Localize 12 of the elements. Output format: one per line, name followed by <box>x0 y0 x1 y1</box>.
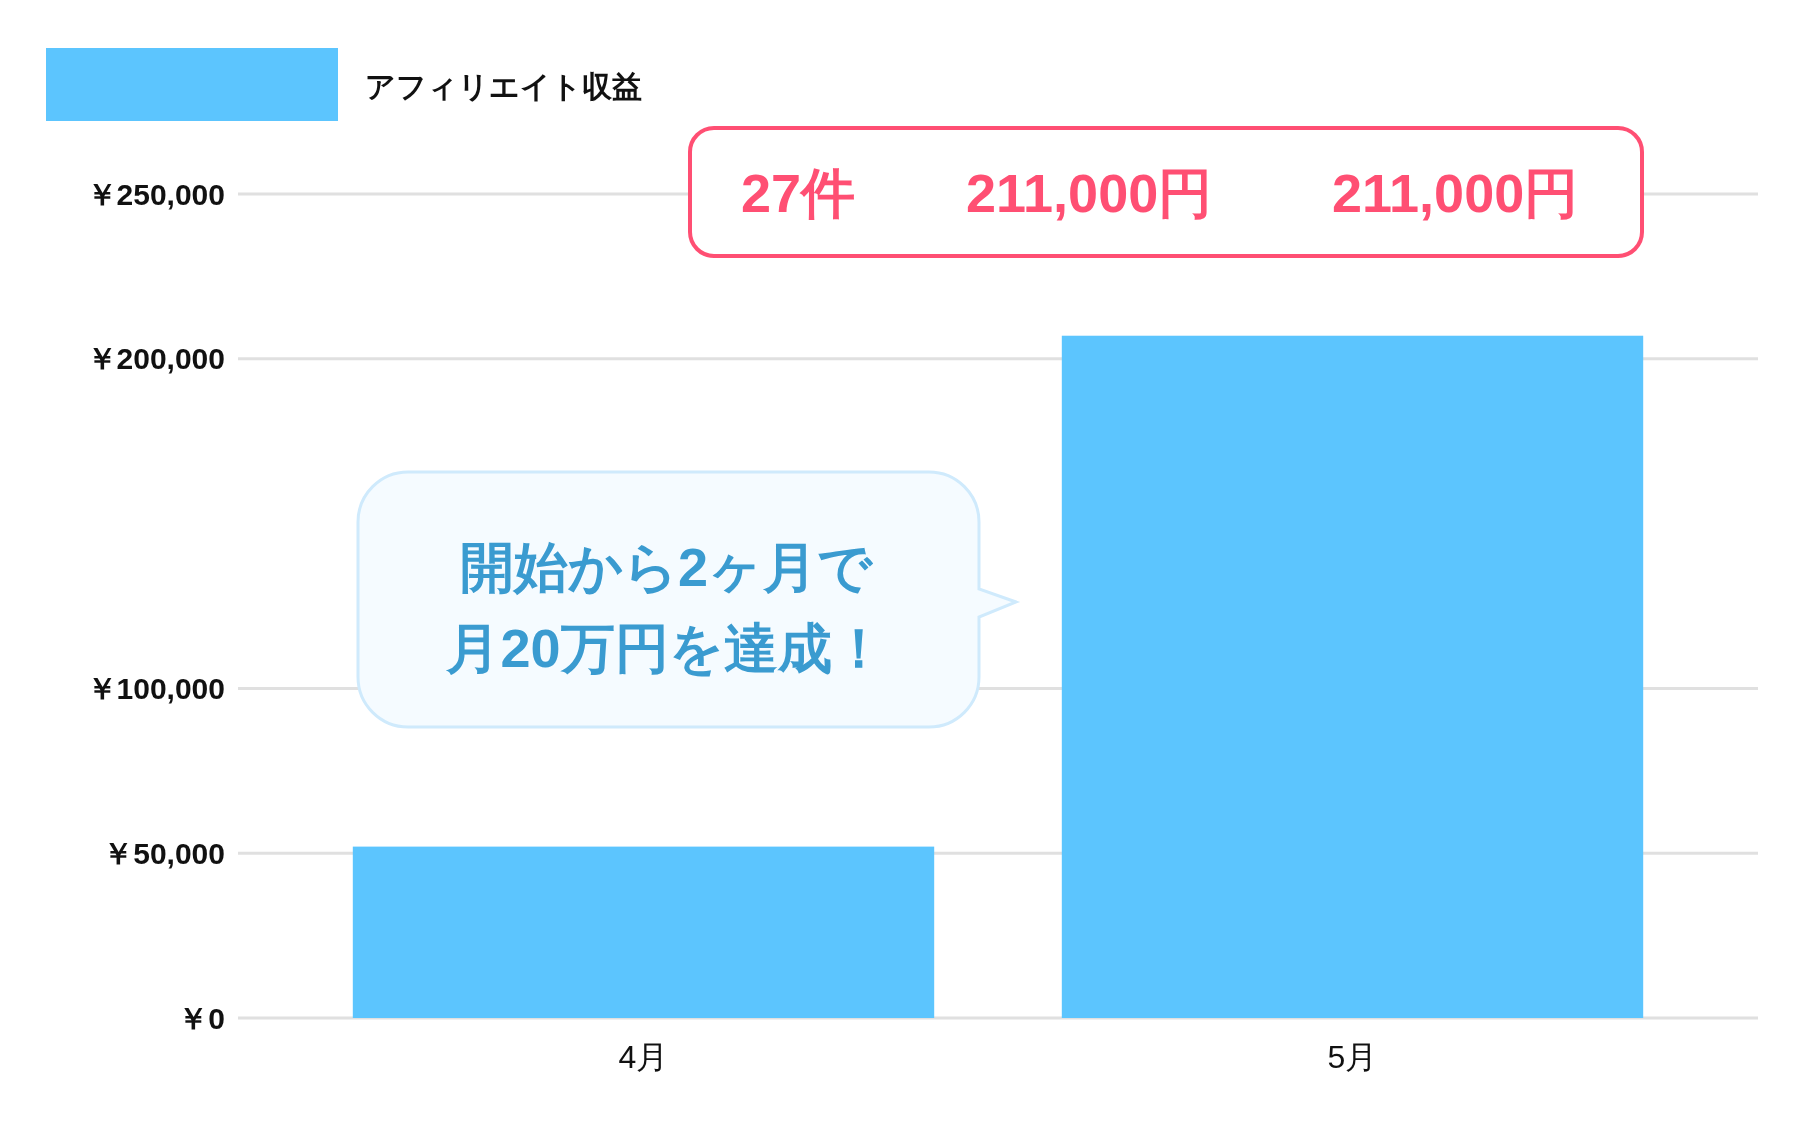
annotation: 211,000円 <box>1332 163 1579 223</box>
x-tick-label: 4月 <box>618 1039 669 1075</box>
annotation: 211,000円 <box>966 163 1213 223</box>
y-tick-label: ￥100,000 <box>86 671 225 705</box>
x-tick-label: 5月 <box>1327 1039 1378 1075</box>
y-tick-label: ￥0 <box>178 1001 225 1035</box>
legend-item: アフィリエイト収益 <box>46 48 642 121</box>
y-tick-label: ￥50,000 <box>103 836 225 870</box>
y-tick-label: ￥250,000 <box>86 177 225 211</box>
y-tick-label: ￥200,000 <box>86 342 225 376</box>
annotation: 27件 <box>741 163 856 223</box>
annotation: 開始から2ヶ月で月20万円を達成！ <box>445 537 886 678</box>
